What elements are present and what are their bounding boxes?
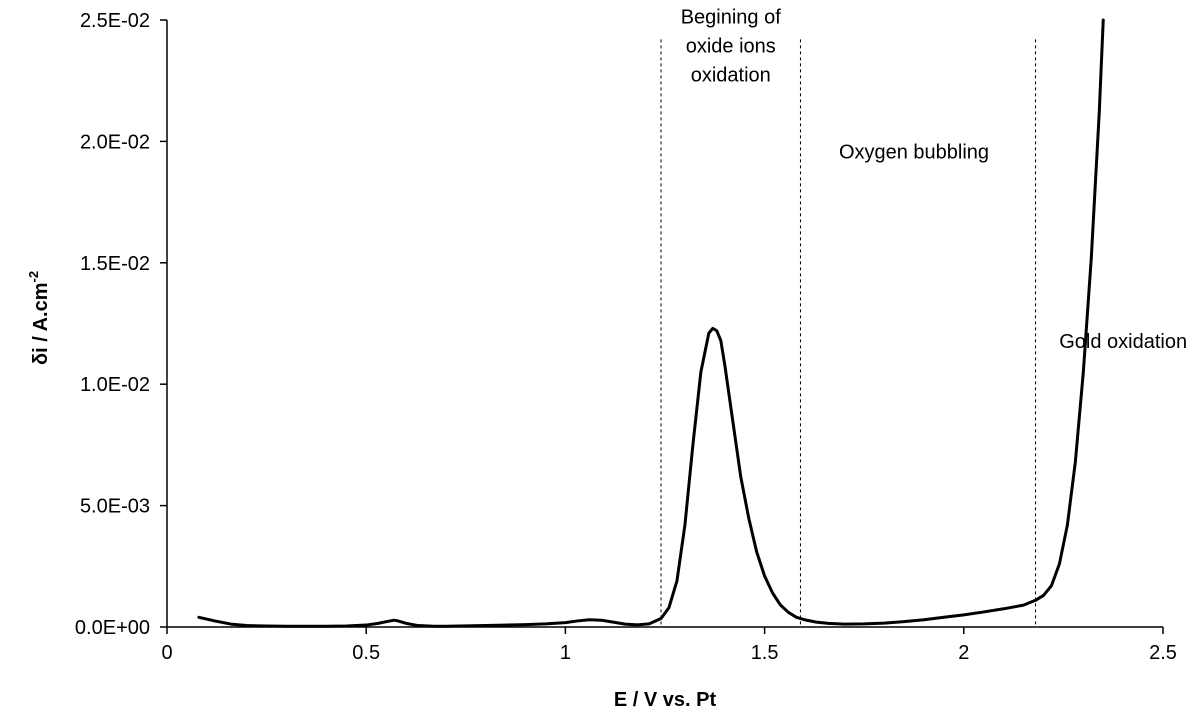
series-line xyxy=(197,18,1105,628)
annotation-line: oxidation xyxy=(691,65,771,87)
annotations: Begining of oxide ions oxidation Oxygen bub… xyxy=(681,7,1187,353)
x-axis: 0 0.5 1 1.5 2 2.5 xyxy=(161,626,1177,664)
x-tick-label: 1.5 xyxy=(751,642,779,664)
x-tick-label: 2 xyxy=(958,642,969,664)
x-tick-label: 2.5 xyxy=(1149,642,1177,664)
annotation-label: Gold oxidation xyxy=(1059,331,1187,353)
y-axis: 0.0E+00 5.0E-03 1.0E-02 1.5E-02 2.0E-02 2.5E-… xyxy=(75,10,168,639)
y-axis-title-exponent: -2 xyxy=(26,271,41,283)
annotation-line: Gold oxidation xyxy=(1059,331,1187,353)
x-tick-label: 0.5 xyxy=(352,642,380,664)
y-axis-title: δi / A.cm-2 xyxy=(26,271,52,365)
annotation-line: Begining of xyxy=(681,7,782,29)
annotation-label: Oxygen bubbling xyxy=(839,141,989,163)
y-tick-label: 5.0E-03 xyxy=(80,496,150,518)
y-tick-label: 0.0E+00 xyxy=(75,617,150,639)
annotation-line: Oxygen bubbling xyxy=(839,141,989,163)
y-axis-title-base: δi / A.cm xyxy=(30,283,52,366)
y-tick-label: 2.5E-02 xyxy=(80,10,150,32)
x-tick-label: 0 xyxy=(161,642,172,664)
y-tick-label: 1.5E-02 xyxy=(80,253,150,275)
annotation-label: Begining of oxide ions oxidation xyxy=(681,7,782,87)
annotation-line: oxide ions xyxy=(686,36,776,58)
region-dividers xyxy=(660,39,1037,627)
series-layer xyxy=(197,18,1105,628)
x-tick-label: 1 xyxy=(560,642,571,664)
x-axis-title: E / V vs. Pt xyxy=(614,689,717,711)
y-tick-label: 1.0E-02 xyxy=(80,374,150,396)
y-tick-label: 2.0E-02 xyxy=(80,131,150,153)
